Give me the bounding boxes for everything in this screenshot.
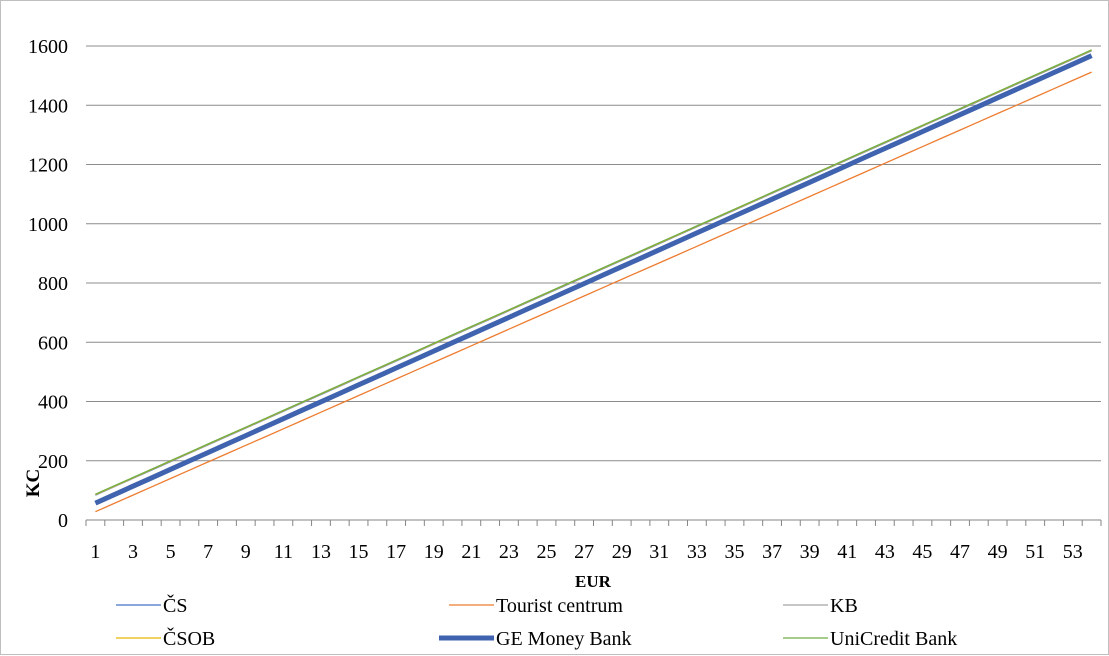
x-tick-label: 31 bbox=[649, 541, 669, 563]
x-tick-label: 29 bbox=[612, 541, 632, 563]
legend-label: Tourist centrum bbox=[496, 595, 623, 617]
x-tick-label: 27 bbox=[574, 541, 594, 563]
x-tick-label: 5 bbox=[166, 541, 176, 563]
x-tick-label: 33 bbox=[687, 541, 707, 563]
y-axis-title: KC bbox=[23, 469, 44, 498]
x-tick-label: 17 bbox=[386, 541, 406, 563]
x-tick-label: 13 bbox=[311, 541, 331, 563]
legend-label: GE Money Bank bbox=[496, 628, 632, 650]
legend-label: UniCredit Bank bbox=[830, 628, 957, 650]
x-tick-label: 37 bbox=[762, 541, 782, 563]
y-tick-label: 0 bbox=[58, 510, 68, 532]
legend-label: ČS bbox=[163, 593, 187, 617]
x-axis-title: EUR bbox=[575, 572, 612, 591]
y-tick-label: 400 bbox=[38, 392, 68, 414]
x-tick-label: 53 bbox=[1063, 541, 1083, 563]
x-tick-label: 19 bbox=[424, 541, 444, 563]
y-tick-label: 1200 bbox=[28, 155, 68, 177]
series-line-ge-money-bank bbox=[94, 53, 1093, 506]
x-tick-label: 15 bbox=[349, 541, 369, 563]
x-tick-label: 7 bbox=[203, 541, 213, 563]
x-tick-label: 41 bbox=[837, 541, 857, 563]
x-tick-label: 45 bbox=[912, 541, 932, 563]
x-tick-label: 23 bbox=[499, 541, 519, 563]
y-tick-label: 1000 bbox=[28, 214, 68, 236]
x-tick-label: 9 bbox=[241, 541, 251, 563]
x-tick-label: 47 bbox=[950, 541, 970, 563]
x-tick-label: 51 bbox=[1025, 541, 1045, 563]
x-tick-label: 3 bbox=[128, 541, 138, 563]
x-tick-label: 21 bbox=[461, 541, 481, 563]
x-tick-label: 11 bbox=[274, 541, 293, 563]
y-tick-label: 200 bbox=[38, 451, 68, 473]
legend-label: KB bbox=[830, 595, 858, 617]
x-tick-label: 35 bbox=[724, 541, 744, 563]
y-tick-label: 1600 bbox=[28, 36, 68, 58]
legend-label: ČSOB bbox=[163, 626, 215, 650]
x-tick-label: 25 bbox=[537, 541, 557, 563]
y-tick-label: 600 bbox=[38, 332, 68, 354]
x-tick-label: 49 bbox=[988, 541, 1008, 563]
y-tick-label: 1400 bbox=[28, 95, 68, 117]
x-tick-label: 39 bbox=[800, 541, 820, 563]
series-line-unicredit-bank bbox=[95, 49, 1092, 495]
x-tick-label: 43 bbox=[875, 541, 895, 563]
x-tick-label: 1 bbox=[90, 541, 100, 563]
series-line-tourist-centrum bbox=[95, 71, 1092, 513]
y-tick-label: 800 bbox=[38, 273, 68, 295]
